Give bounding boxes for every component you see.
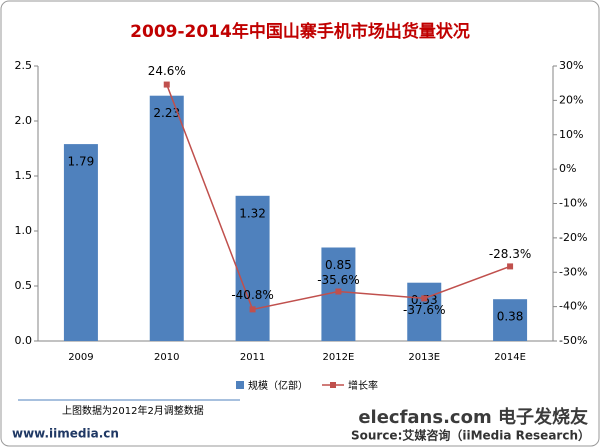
growth-label: -35.6% — [317, 273, 359, 287]
x-tick-label: 2014E — [494, 352, 526, 363]
growth-marker — [163, 81, 170, 88]
growth-marker — [507, 263, 514, 270]
y2-tick-label: 30% — [559, 59, 583, 72]
bar-label: 0.85 — [325, 258, 352, 272]
source: Source:艾媒咨询（iiMedia Research） — [351, 428, 590, 443]
y2-tick-label: 20% — [559, 93, 583, 106]
growth-marker — [335, 288, 342, 295]
y-tick-label: 2.5 — [15, 59, 33, 72]
bar — [235, 195, 270, 341]
growth-label: 24.6% — [148, 64, 186, 78]
x-tick-label: 2013E — [408, 352, 440, 363]
growth-marker — [249, 306, 256, 313]
footnote: 上图数据为2012年2月调整数据 — [62, 404, 204, 417]
y2-tick-label: -20% — [559, 231, 587, 244]
x-tick-label: 2010 — [154, 352, 179, 363]
y2-tick-label: -40% — [559, 300, 587, 313]
bar — [407, 282, 442, 341]
y-tick-label: 2.0 — [15, 114, 33, 127]
watermark: elecfans.com 电子发烧友 — [358, 406, 588, 428]
website: www.iimedia.cn — [12, 427, 119, 441]
bar-label: 2.23 — [153, 106, 180, 120]
growth-marker — [421, 295, 428, 302]
y-tick-label: 0.0 — [15, 334, 33, 347]
legend-label: 增长率 — [348, 379, 378, 392]
legend-label: 规模（亿部） — [248, 379, 308, 392]
bar — [149, 95, 184, 341]
y-tick-label: 1.5 — [15, 169, 33, 182]
x-tick-label: 2012E — [323, 352, 355, 363]
bar-label: 0.38 — [497, 310, 524, 324]
y2-tick-label: -30% — [559, 265, 587, 278]
x-tick-label: 2011 — [240, 352, 265, 363]
bar-label: 1.32 — [239, 206, 266, 220]
y2-tick-label: 0% — [559, 162, 576, 175]
bar — [63, 144, 98, 341]
bar — [493, 299, 528, 341]
legend-swatch — [236, 381, 244, 389]
x-tick-label: 2009 — [68, 352, 93, 363]
y-tick-label: 1.0 — [15, 224, 33, 237]
bar-label: 1.79 — [68, 155, 95, 169]
y-tick-label: 0.5 — [15, 279, 33, 292]
y2-tick-label: -50% — [559, 334, 587, 347]
y2-tick-label: 10% — [559, 128, 583, 141]
growth-label: -40.8% — [231, 288, 273, 302]
growth-label: -28.3% — [489, 247, 531, 261]
y2-tick-label: -10% — [559, 197, 587, 210]
legend-swatch — [330, 382, 336, 388]
growth-label: -37.6% — [403, 303, 445, 317]
chart-title: 2009-2014年中国山寨手机市场出货量状况 — [130, 21, 470, 42]
